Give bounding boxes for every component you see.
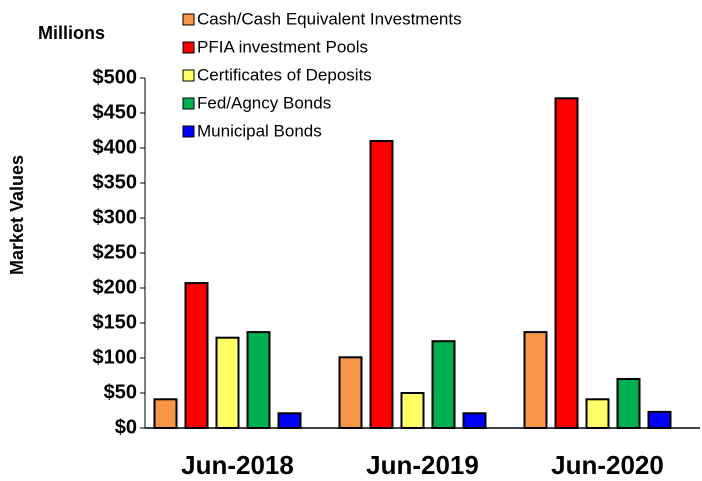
bar (616, 378, 641, 429)
bar (215, 336, 240, 430)
y-tick-label: $350 (93, 171, 138, 193)
legend-swatch (182, 125, 195, 138)
legend-label: Fed/Agncy Bonds (197, 93, 331, 112)
bar (400, 392, 425, 429)
bar (184, 282, 209, 429)
y-tick-label: $500 (93, 66, 138, 88)
y-tick-label: $0 (115, 416, 137, 438)
legend-label: Cash/Cash Equivalent Investments (197, 9, 462, 28)
legend-swatch (182, 41, 195, 54)
legend-swatch (182, 13, 195, 26)
bar (647, 410, 672, 429)
unit-label: Millions (38, 23, 105, 43)
x-tick-label: Jun-2020 (551, 450, 664, 480)
bar (246, 331, 271, 430)
y-tick-label: $50 (104, 381, 137, 403)
y-tick-label: $250 (93, 241, 138, 263)
legend-label: Certificates of Deposits (197, 65, 372, 84)
bar (462, 412, 487, 429)
x-tick-label: Jun-2018 (181, 450, 294, 480)
bar (585, 398, 610, 429)
legend-swatch (182, 69, 195, 82)
legend-label: PFIA investment Pools (197, 37, 368, 56)
legend-swatch (182, 97, 195, 110)
bar (554, 97, 579, 430)
bar (153, 398, 178, 429)
bar (369, 140, 394, 429)
y-tick-label: $150 (93, 311, 138, 333)
bar (523, 331, 548, 430)
bar (277, 412, 302, 429)
x-tick-label: Jun-2019 (366, 450, 479, 480)
y-tick-label: $450 (93, 101, 138, 123)
y-tick-label: $400 (93, 136, 138, 158)
y-tick-label: $300 (93, 206, 138, 228)
bar (431, 340, 456, 430)
bar (338, 356, 363, 429)
legend-label: Municipal Bonds (197, 121, 322, 140)
y-tick-label: $200 (93, 276, 138, 298)
y-axis-label: Market Values (7, 155, 27, 275)
y-tick-label: $100 (93, 346, 138, 368)
